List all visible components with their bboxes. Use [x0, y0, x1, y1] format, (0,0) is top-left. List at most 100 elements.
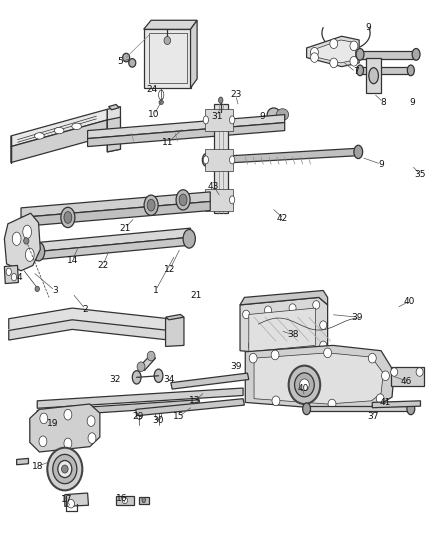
Ellipse shape: [356, 49, 364, 60]
Ellipse shape: [122, 497, 127, 504]
Text: 38: 38: [287, 330, 298, 339]
Ellipse shape: [357, 65, 364, 76]
Ellipse shape: [72, 123, 81, 130]
Ellipse shape: [203, 116, 208, 124]
Polygon shape: [136, 399, 244, 416]
Ellipse shape: [330, 39, 338, 49]
Ellipse shape: [368, 353, 376, 363]
Ellipse shape: [267, 108, 280, 121]
Ellipse shape: [64, 409, 72, 420]
Ellipse shape: [144, 195, 158, 215]
Ellipse shape: [58, 461, 72, 478]
Text: 10: 10: [148, 110, 160, 119]
Text: 12: 12: [164, 265, 176, 273]
Text: 39: 39: [231, 362, 242, 371]
Ellipse shape: [381, 371, 389, 381]
Polygon shape: [306, 406, 412, 411]
Polygon shape: [206, 148, 359, 164]
Bar: [205, 149, 233, 171]
Text: 3: 3: [52, 286, 58, 295]
Polygon shape: [171, 373, 249, 389]
Polygon shape: [37, 400, 199, 417]
Polygon shape: [240, 297, 328, 358]
Polygon shape: [17, 458, 28, 465]
Polygon shape: [21, 192, 210, 217]
Ellipse shape: [147, 199, 155, 211]
Ellipse shape: [136, 410, 142, 419]
Ellipse shape: [303, 403, 311, 415]
Polygon shape: [359, 67, 412, 74]
Text: 46: 46: [401, 377, 412, 385]
Ellipse shape: [53, 454, 77, 484]
Text: 32: 32: [109, 375, 120, 384]
Ellipse shape: [142, 497, 145, 503]
Ellipse shape: [391, 368, 398, 376]
Polygon shape: [245, 345, 394, 409]
Ellipse shape: [61, 207, 75, 228]
Ellipse shape: [88, 433, 96, 443]
Ellipse shape: [320, 321, 327, 329]
Polygon shape: [139, 497, 149, 504]
Polygon shape: [9, 308, 179, 330]
Polygon shape: [4, 265, 18, 284]
Polygon shape: [144, 20, 197, 29]
Polygon shape: [88, 115, 285, 139]
Ellipse shape: [412, 49, 420, 60]
Polygon shape: [139, 354, 155, 370]
Text: 21: 21: [119, 224, 131, 232]
Polygon shape: [116, 496, 134, 505]
Text: 11: 11: [162, 139, 173, 147]
Text: 9: 9: [378, 160, 384, 168]
Text: 5: 5: [117, 57, 124, 66]
Text: 41: 41: [380, 398, 391, 407]
Ellipse shape: [350, 56, 358, 66]
Text: 2: 2: [83, 305, 88, 313]
Polygon shape: [9, 320, 179, 341]
Text: 9: 9: [259, 112, 265, 120]
Text: 9: 9: [410, 98, 416, 107]
Polygon shape: [37, 237, 191, 260]
Text: 37: 37: [367, 413, 379, 421]
Polygon shape: [240, 290, 328, 305]
Text: 43: 43: [208, 182, 219, 191]
Ellipse shape: [276, 109, 289, 120]
Ellipse shape: [39, 436, 47, 447]
Polygon shape: [11, 120, 107, 163]
Ellipse shape: [35, 133, 44, 139]
Ellipse shape: [137, 362, 145, 372]
Polygon shape: [166, 317, 184, 346]
Ellipse shape: [35, 286, 39, 292]
Ellipse shape: [183, 229, 195, 248]
Ellipse shape: [176, 190, 190, 210]
Ellipse shape: [300, 379, 309, 391]
Ellipse shape: [289, 366, 320, 404]
Text: 34: 34: [163, 375, 174, 384]
Text: 24: 24: [147, 85, 158, 94]
Ellipse shape: [354, 145, 363, 159]
Ellipse shape: [132, 371, 141, 384]
Text: 31: 31: [211, 112, 223, 120]
Text: 40: 40: [404, 297, 415, 305]
Ellipse shape: [328, 399, 336, 409]
Ellipse shape: [230, 156, 235, 164]
Ellipse shape: [203, 156, 208, 164]
Text: 16: 16: [116, 494, 127, 503]
Text: 22: 22: [97, 261, 109, 270]
Ellipse shape: [376, 394, 384, 403]
Text: 40: 40: [297, 384, 309, 392]
Polygon shape: [11, 109, 107, 147]
Ellipse shape: [311, 47, 318, 57]
Ellipse shape: [219, 97, 223, 103]
Ellipse shape: [179, 194, 187, 206]
Ellipse shape: [407, 65, 414, 76]
Polygon shape: [107, 107, 120, 152]
Polygon shape: [191, 20, 197, 88]
Text: 4: 4: [17, 273, 22, 281]
Ellipse shape: [12, 232, 21, 245]
Ellipse shape: [6, 268, 11, 276]
Polygon shape: [307, 36, 359, 67]
Ellipse shape: [155, 410, 162, 419]
Ellipse shape: [230, 196, 235, 204]
Ellipse shape: [320, 341, 327, 350]
Ellipse shape: [64, 212, 72, 223]
